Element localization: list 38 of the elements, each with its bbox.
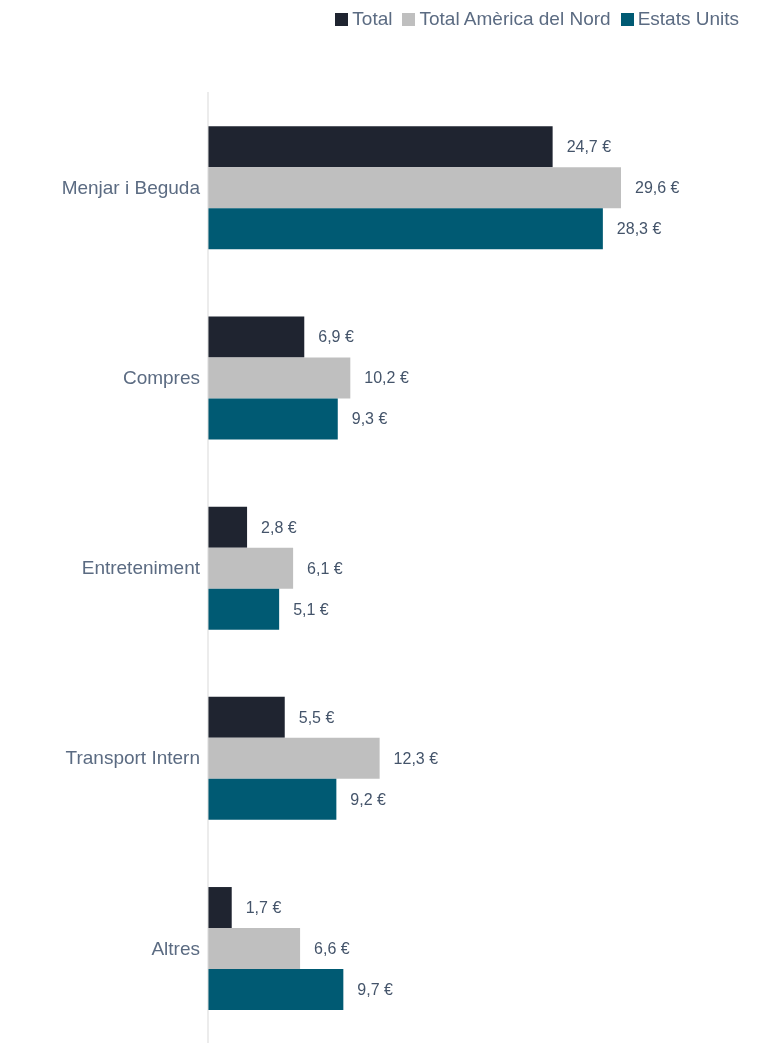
y-tick-label: Compres <box>122 367 200 389</box>
data-label: 10,2 € <box>364 369 409 387</box>
y-tick-label: Entreteniment <box>81 557 201 579</box>
bar <box>208 357 351 399</box>
data-label: 9,3 € <box>351 410 388 428</box>
legend-label: Estats Units <box>637 8 739 29</box>
bar <box>208 928 301 970</box>
bar <box>208 969 344 1011</box>
data-label: 5,5 € <box>298 708 335 726</box>
y-tick-label: Transport Intern <box>65 747 200 769</box>
data-label: 2,8 € <box>261 518 297 536</box>
data-label: 9,2 € <box>350 790 387 808</box>
data-label: 6,9 € <box>318 328 354 346</box>
data-label: 12,3 € <box>393 749 439 767</box>
data-label: 9,7 € <box>357 981 394 999</box>
bar <box>208 506 248 548</box>
legend-label: Total Amèrica del Nord <box>419 8 611 29</box>
bar <box>208 887 232 929</box>
bar <box>208 588 280 630</box>
data-label: 6,1 € <box>307 559 343 577</box>
bar <box>208 316 305 358</box>
data-label: 28,3 € <box>616 220 662 238</box>
bar <box>208 696 285 738</box>
data-label: 29,6 € <box>635 179 680 197</box>
bar <box>208 208 603 250</box>
data-label: 1,7 € <box>245 899 282 917</box>
bar <box>208 398 338 440</box>
y-tick-label: Altres <box>151 937 200 959</box>
data-label: 24,7 € <box>566 138 612 156</box>
y-tick-label: Menjar i Beguda <box>61 176 201 198</box>
data-label: 5,1 € <box>293 600 329 618</box>
bar <box>208 126 553 168</box>
bar <box>208 547 294 589</box>
bar <box>208 167 621 209</box>
bar <box>208 737 380 779</box>
data-label: 6,6 € <box>314 940 350 958</box>
legend-label: Total <box>352 8 393 29</box>
bar <box>208 778 337 820</box>
